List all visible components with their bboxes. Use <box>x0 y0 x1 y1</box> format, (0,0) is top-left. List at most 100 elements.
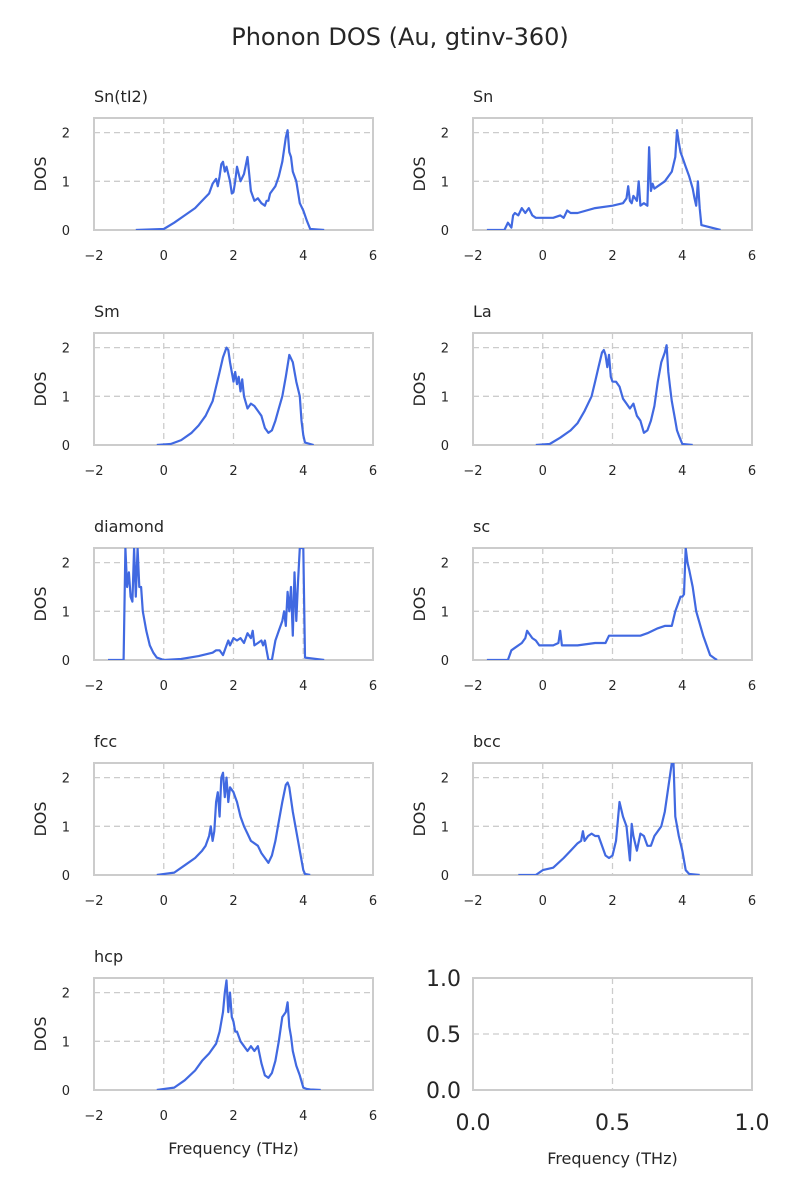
x-tick-label: 2 <box>608 679 616 694</box>
panel-9: 0.0 0.5 1.0 0.0 0.5 1.0 Frequency (THz) <box>426 967 770 1168</box>
y-tick-label: 1 <box>441 390 449 405</box>
x-tick-label: 1.0 <box>735 1111 770 1136</box>
x-tick-label: 0.5 <box>595 1111 630 1136</box>
y-tick-label: 2 <box>441 557 449 572</box>
y-axis-label: DOS <box>410 156 429 191</box>
dos-series-line <box>156 771 311 875</box>
panel-title: hcp <box>94 947 123 966</box>
y-axis-label: DOS <box>31 371 50 406</box>
x-tick-label: 4 <box>299 679 307 694</box>
x-tick-label: 0 <box>539 894 547 909</box>
x-tick-label: 6 <box>369 679 377 694</box>
y-axis-label: DOS <box>31 586 50 621</box>
x-tick-label: 0 <box>539 679 547 694</box>
gridlines <box>473 118 752 231</box>
x-tick-label: 4 <box>299 249 307 264</box>
dos-series-line <box>535 344 693 445</box>
y-tick-label: 1.0 <box>426 967 461 992</box>
x-tick-label: 4 <box>299 1109 307 1124</box>
panel-title: Sn <box>473 87 493 106</box>
y-tick-label: 1 <box>62 1035 70 1050</box>
y-tick-label: 1 <box>62 175 70 190</box>
x-tick-label: −2 <box>84 679 103 694</box>
y-tick-label: 2 <box>62 127 70 142</box>
x-tick-label: 0 <box>160 679 168 694</box>
gridlines <box>473 977 752 1091</box>
y-tick-label: 2 <box>62 772 70 787</box>
x-tick-label: −2 <box>84 249 103 264</box>
x-tick-label: −2 <box>84 894 103 909</box>
gridlines <box>94 978 373 1091</box>
x-tick-label: 0 <box>160 464 168 479</box>
y-tick-label: 1 <box>62 605 70 620</box>
y-tick-label: 0.5 <box>426 1023 461 1048</box>
y-tick-label: 0 <box>62 439 70 454</box>
dos-series-line <box>108 548 325 660</box>
y-tick-label: 2 <box>62 557 70 572</box>
y-tick-label: 0 <box>441 439 449 454</box>
x-tick-label: −2 <box>84 1109 103 1124</box>
x-tick-label: 6 <box>748 249 756 264</box>
x-tick-label: 2 <box>229 464 237 479</box>
y-tick-label: 0 <box>62 869 70 884</box>
x-tick-label: 0 <box>160 894 168 909</box>
x-tick-label: 2 <box>229 679 237 694</box>
y-axis-label: DOS <box>410 371 429 406</box>
x-tick-label: 0.0 <box>456 1111 491 1136</box>
y-axis-label: DOS <box>410 586 429 621</box>
panel-8: −2 0 2 4 6 0 1 2 hcp DOS Frequency (THz) <box>31 947 377 1158</box>
x-tick-label: 0 <box>539 249 547 264</box>
y-tick-label: 1 <box>62 820 70 835</box>
y-tick-label: 2 <box>441 772 449 787</box>
y-tick-label: 0.0 <box>426 1079 461 1104</box>
y-tick-label: 0 <box>441 224 449 239</box>
x-tick-label: 0 <box>539 464 547 479</box>
x-tick-label: 4 <box>299 464 307 479</box>
x-tick-label: −2 <box>463 679 482 694</box>
y-tick-label: 2 <box>62 987 70 1002</box>
y-tick-label: 0 <box>62 1084 70 1099</box>
y-tick-label: 2 <box>62 342 70 357</box>
panel-1: −2 0 2 4 6 0 1 2 Sn DOS <box>410 87 756 264</box>
panel-title: fcc <box>94 732 117 751</box>
y-tick-label: 0 <box>441 869 449 884</box>
panel-2: −2 0 2 4 6 0 1 2 Sm DOS <box>31 302 377 479</box>
x-tick-label: 4 <box>678 249 686 264</box>
panel-title: diamond <box>94 517 164 536</box>
panel-5: −2 0 2 4 6 0 1 2 sc DOS <box>410 517 756 694</box>
x-axis-label: Frequency (THz) <box>547 1149 677 1168</box>
panel-title: Sm <box>94 302 120 321</box>
y-tick-label: 1 <box>62 390 70 405</box>
x-tick-label: 0 <box>160 249 168 264</box>
x-tick-label: 6 <box>748 464 756 479</box>
x-tick-label: 2 <box>229 1109 237 1124</box>
x-tick-label: 4 <box>678 679 686 694</box>
x-tick-label: 2 <box>608 464 616 479</box>
y-tick-label: 1 <box>441 175 449 190</box>
x-tick-label: 2 <box>608 894 616 909</box>
y-tick-label: 2 <box>441 127 449 142</box>
panel-6: −2 0 2 4 6 0 1 2 fcc DOS <box>31 732 377 909</box>
panels: −2 0 2 4 6 0 1 2 Sn(tI2) DOS −2 0 2 4 6 0 1 2 Sn DOS −2 0 2 4 6 0… <box>31 87 770 1168</box>
x-tick-label: 6 <box>369 894 377 909</box>
x-tick-label: 4 <box>299 894 307 909</box>
x-axis-label: Frequency (THz) <box>168 1139 298 1158</box>
panel-title: Sn(tI2) <box>94 87 148 106</box>
panel-0: −2 0 2 4 6 0 1 2 Sn(tI2) DOS <box>31 87 377 264</box>
y-axis-label: DOS <box>410 801 429 836</box>
x-tick-label: 4 <box>678 464 686 479</box>
panel-3: −2 0 2 4 6 0 1 2 La DOS <box>410 302 756 479</box>
panel-title: sc <box>473 517 490 536</box>
x-tick-label: −2 <box>463 249 482 264</box>
dos-series-line <box>518 763 700 875</box>
gridlines <box>94 763 373 876</box>
x-tick-label: −2 <box>463 464 482 479</box>
gridlines <box>473 548 752 661</box>
dos-series-line <box>486 548 718 660</box>
dos-series-line <box>156 346 314 445</box>
figure-title: Phonon DOS (Au, gtinv-360) <box>231 23 569 51</box>
dos-series-line <box>156 979 321 1090</box>
dos-series-line <box>486 129 721 230</box>
y-tick-label: 1 <box>441 605 449 620</box>
